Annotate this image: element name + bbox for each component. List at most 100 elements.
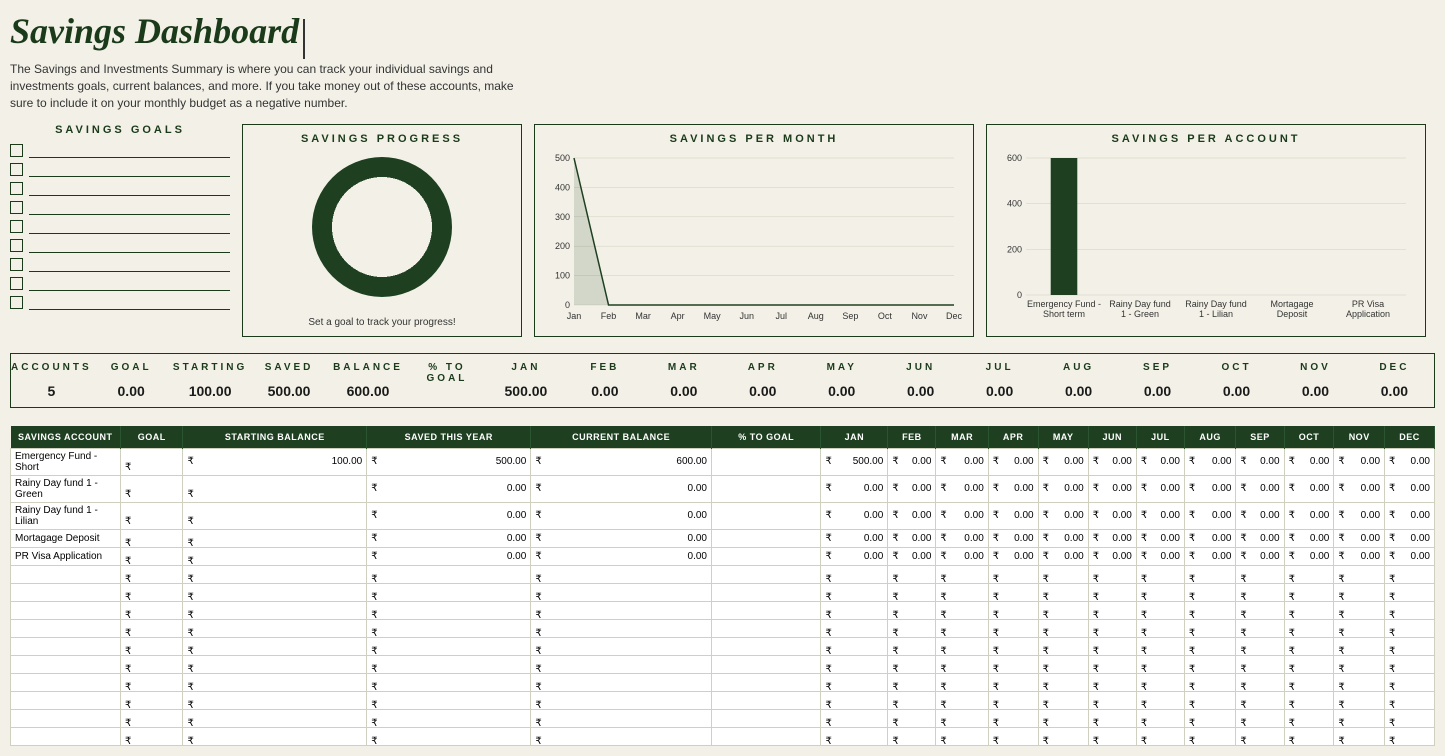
month-cell[interactable]: 0.00 bbox=[821, 529, 888, 547]
month-cell[interactable]: 0.00 bbox=[1136, 475, 1184, 502]
month-cell[interactable] bbox=[1334, 565, 1385, 583]
currency-cell[interactable] bbox=[183, 709, 367, 727]
currency-cell[interactable] bbox=[183, 637, 367, 655]
table-row[interactable]: Emergency Fund - Short100.00500.00600.00… bbox=[11, 448, 1435, 475]
goal-input[interactable] bbox=[29, 239, 230, 253]
currency-cell[interactable] bbox=[121, 709, 183, 727]
pct-cell[interactable] bbox=[711, 655, 820, 673]
pct-cell[interactable] bbox=[711, 637, 820, 655]
month-cell[interactable]: 0.00 bbox=[1284, 448, 1334, 475]
goal-input[interactable] bbox=[29, 182, 230, 196]
table-row[interactable] bbox=[11, 565, 1435, 583]
currency-cell[interactable] bbox=[531, 583, 712, 601]
month-cell[interactable] bbox=[888, 601, 936, 619]
account-name-cell[interactable] bbox=[11, 619, 121, 637]
month-cell[interactable] bbox=[1385, 727, 1435, 745]
month-cell[interactable] bbox=[888, 619, 936, 637]
month-cell[interactable] bbox=[936, 727, 988, 745]
month-cell[interactable]: 0.00 bbox=[821, 475, 888, 502]
currency-cell[interactable] bbox=[121, 601, 183, 619]
month-cell[interactable] bbox=[1284, 637, 1334, 655]
account-name-cell[interactable]: Rainy Day fund 1 - Green bbox=[11, 475, 121, 502]
currency-cell[interactable] bbox=[531, 709, 712, 727]
currency-cell[interactable]: 0.00 bbox=[367, 502, 531, 529]
month-cell[interactable] bbox=[821, 583, 888, 601]
month-cell[interactable]: 0.00 bbox=[888, 529, 936, 547]
currency-cell[interactable] bbox=[367, 565, 531, 583]
month-cell[interactable]: 0.00 bbox=[988, 529, 1038, 547]
account-name-cell[interactable] bbox=[11, 691, 121, 709]
month-cell[interactable] bbox=[1184, 565, 1236, 583]
month-cell[interactable]: 0.00 bbox=[1236, 502, 1284, 529]
month-cell[interactable] bbox=[988, 619, 1038, 637]
month-cell[interactable] bbox=[1184, 583, 1236, 601]
goal-checkbox[interactable] bbox=[10, 258, 23, 271]
month-cell[interactable]: 0.00 bbox=[936, 502, 988, 529]
currency-cell[interactable] bbox=[121, 673, 183, 691]
table-row[interactable] bbox=[11, 691, 1435, 709]
currency-cell[interactable]: 500.00 bbox=[367, 448, 531, 475]
currency-cell[interactable]: 600.00 bbox=[531, 448, 712, 475]
month-cell[interactable]: 0.00 bbox=[1038, 529, 1088, 547]
month-cell[interactable] bbox=[1236, 673, 1284, 691]
month-cell[interactable] bbox=[1334, 727, 1385, 745]
currency-cell[interactable] bbox=[183, 565, 367, 583]
month-cell[interactable] bbox=[936, 565, 988, 583]
month-cell[interactable] bbox=[1385, 691, 1435, 709]
month-cell[interactable] bbox=[1184, 619, 1236, 637]
month-cell[interactable] bbox=[1136, 727, 1184, 745]
month-cell[interactable]: 0.00 bbox=[1334, 475, 1385, 502]
month-cell[interactable]: 0.00 bbox=[1385, 502, 1435, 529]
month-cell[interactable] bbox=[1038, 691, 1088, 709]
currency-cell[interactable]: 0.00 bbox=[531, 547, 712, 565]
month-cell[interactable] bbox=[1385, 709, 1435, 727]
month-cell[interactable] bbox=[888, 565, 936, 583]
month-cell[interactable]: 0.00 bbox=[1334, 529, 1385, 547]
month-cell[interactable]: 0.00 bbox=[936, 448, 988, 475]
table-row[interactable] bbox=[11, 655, 1435, 673]
month-cell[interactable] bbox=[821, 619, 888, 637]
month-cell[interactable] bbox=[1385, 601, 1435, 619]
month-cell[interactable] bbox=[936, 655, 988, 673]
month-cell[interactable] bbox=[1334, 637, 1385, 655]
month-cell[interactable] bbox=[821, 673, 888, 691]
month-cell[interactable]: 0.00 bbox=[1236, 547, 1284, 565]
month-cell[interactable]: 0.00 bbox=[1385, 547, 1435, 565]
month-cell[interactable]: 0.00 bbox=[1236, 529, 1284, 547]
currency-cell[interactable] bbox=[183, 601, 367, 619]
currency-cell[interactable] bbox=[367, 673, 531, 691]
month-cell[interactable]: 0.00 bbox=[1184, 502, 1236, 529]
month-cell[interactable] bbox=[1236, 637, 1284, 655]
goal-checkbox[interactable] bbox=[10, 201, 23, 214]
currency-cell[interactable] bbox=[183, 529, 367, 547]
month-cell[interactable]: 0.00 bbox=[1184, 448, 1236, 475]
currency-cell[interactable] bbox=[121, 583, 183, 601]
account-name-cell[interactable] bbox=[11, 565, 121, 583]
account-name-cell[interactable] bbox=[11, 673, 121, 691]
month-cell[interactable] bbox=[1088, 709, 1136, 727]
goal-checkbox[interactable] bbox=[10, 296, 23, 309]
month-cell[interactable] bbox=[988, 601, 1038, 619]
pct-cell[interactable] bbox=[711, 529, 820, 547]
month-cell[interactable] bbox=[1284, 727, 1334, 745]
currency-cell[interactable] bbox=[367, 655, 531, 673]
month-cell[interactable] bbox=[1136, 583, 1184, 601]
month-cell[interactable] bbox=[1088, 637, 1136, 655]
month-cell[interactable] bbox=[936, 691, 988, 709]
goal-input[interactable] bbox=[29, 144, 230, 158]
month-cell[interactable] bbox=[1284, 691, 1334, 709]
table-row[interactable]: Rainy Day fund 1 - Green0.000.000.000.00… bbox=[11, 475, 1435, 502]
account-name-cell[interactable] bbox=[11, 637, 121, 655]
month-cell[interactable] bbox=[1088, 673, 1136, 691]
account-name-cell[interactable] bbox=[11, 655, 121, 673]
currency-cell[interactable] bbox=[121, 448, 183, 475]
pct-cell[interactable] bbox=[711, 547, 820, 565]
pct-cell[interactable] bbox=[711, 601, 820, 619]
month-cell[interactable] bbox=[936, 709, 988, 727]
month-cell[interactable] bbox=[1136, 565, 1184, 583]
month-cell[interactable] bbox=[1184, 691, 1236, 709]
month-cell[interactable] bbox=[1184, 709, 1236, 727]
month-cell[interactable] bbox=[1038, 619, 1088, 637]
month-cell[interactable] bbox=[1038, 727, 1088, 745]
month-cell[interactable] bbox=[988, 673, 1038, 691]
